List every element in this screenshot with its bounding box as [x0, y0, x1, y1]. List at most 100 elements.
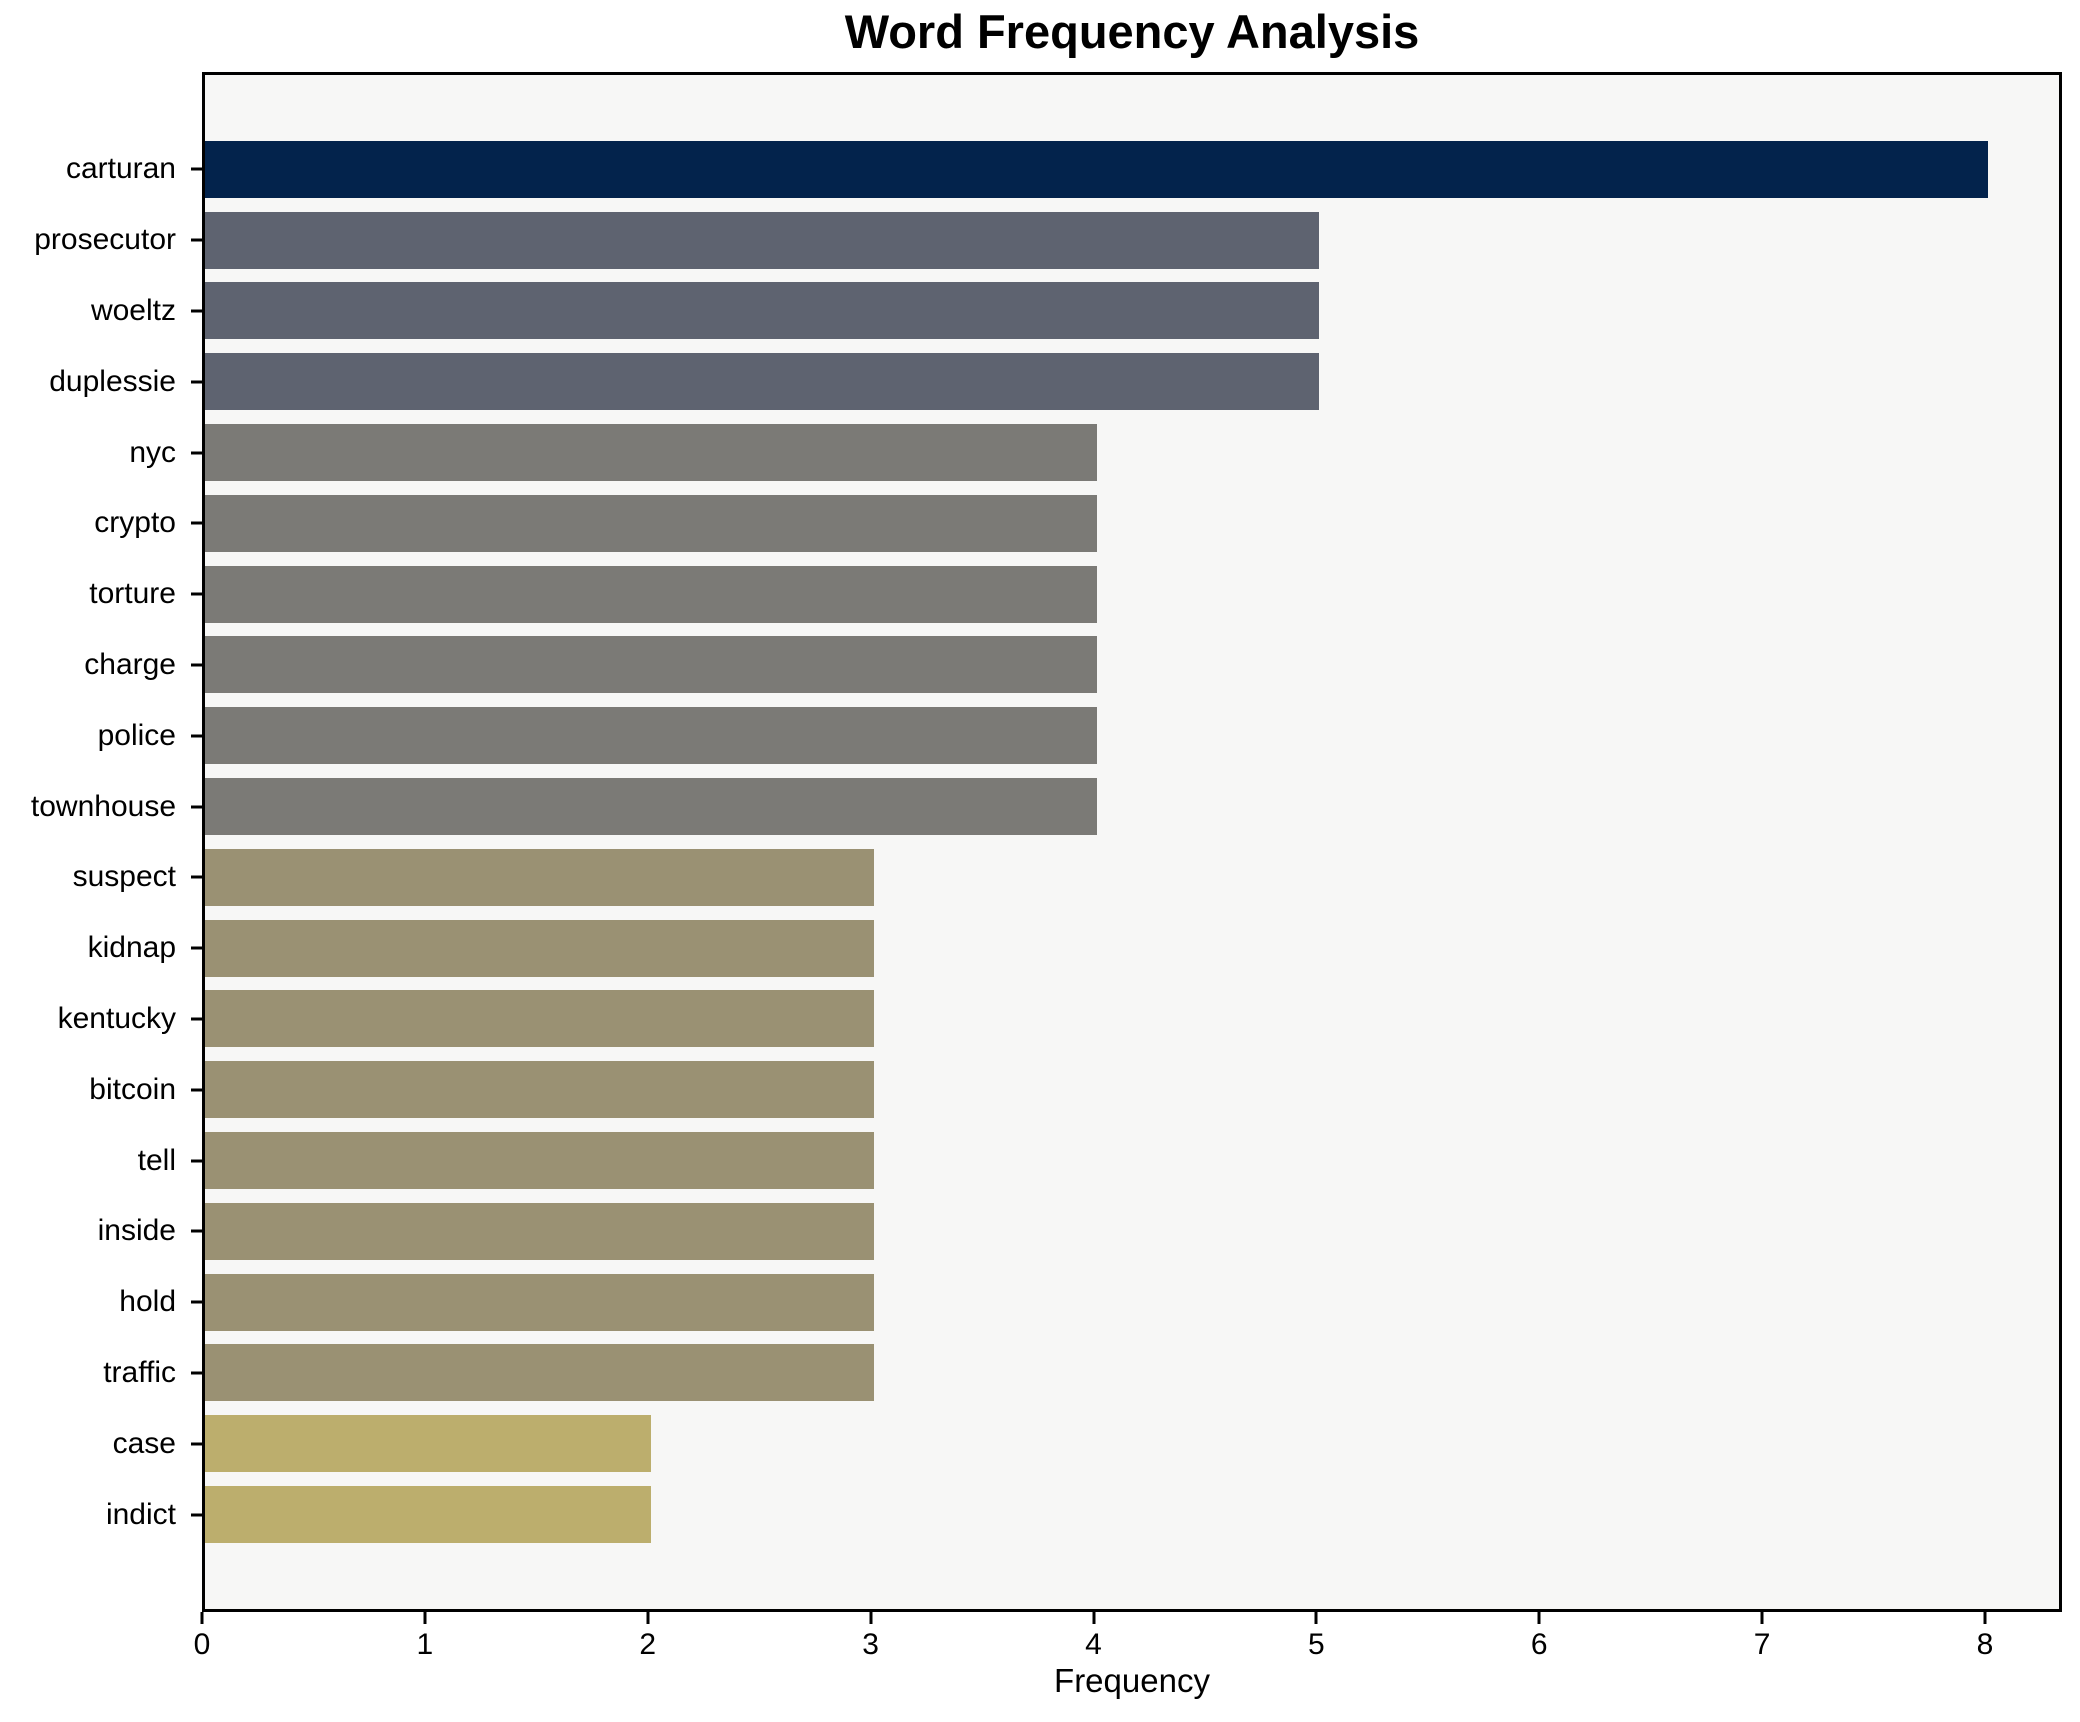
y-tick-label-torture: torture: [89, 577, 176, 611]
x-tick-label-3: 3: [862, 1628, 879, 1661]
bar-row: [205, 1267, 2059, 1338]
y-tick-mark: [191, 238, 202, 242]
y-tick-label-duplessie: duplessie: [49, 364, 176, 398]
bar-kidnap: [205, 919, 874, 977]
y-tick-mark: [191, 1442, 202, 1446]
x-tick-label-6: 6: [1530, 1628, 1548, 1661]
bar-row: [205, 134, 2059, 205]
y-tick-label-case: case: [112, 1426, 176, 1460]
bar-row: [205, 559, 2059, 630]
x-axis: 0 1 2 3 4 5 6 7 8: [0, 1612, 2080, 1702]
x-tick-label-0: 0: [193, 1628, 211, 1661]
x-tick-mark: [869, 1612, 873, 1624]
y-tick-mark: [191, 1017, 202, 1021]
y-tick-mark: [191, 380, 202, 384]
bar-traffic: [205, 1344, 874, 1402]
x-tick-label-4: 4: [1085, 1628, 1102, 1661]
y-tick-mark: [191, 946, 202, 950]
bar-suspect: [205, 848, 874, 906]
y-tick-mark: [191, 521, 202, 525]
y-tick-label-tell: tell: [137, 1143, 176, 1177]
x-tick-label-1: 1: [416, 1628, 434, 1661]
x-tick-mark: [200, 1612, 204, 1624]
x-tick-mark: [646, 1612, 650, 1624]
x-tick-mark: [1092, 1612, 1095, 1624]
y-tick-label-police: police: [97, 718, 176, 752]
bar-nyc: [205, 424, 1097, 482]
y-tick-mark: [191, 309, 202, 313]
bar-indict: [205, 1486, 651, 1544]
y-tick-label-charge: charge: [84, 648, 176, 681]
chart-title: Word Frequency Analysis: [844, 5, 1420, 58]
bar-row: [205, 205, 2059, 276]
x-tick-mark: [1983, 1612, 1987, 1624]
y-tick-mark: [191, 875, 202, 879]
bar-row: [205, 346, 2059, 417]
bar-row: [205, 1408, 2059, 1479]
y-tick-label-prosecutor: prosecutor: [34, 223, 176, 257]
x-tick-label-2: 2: [639, 1628, 657, 1661]
y-tick-mark: [191, 805, 202, 809]
bar-case: [205, 1415, 651, 1473]
y-tick-label-bitcoin: bitcoin: [89, 1072, 176, 1106]
bar-row: [205, 1125, 2059, 1196]
y-tick-mark: [191, 592, 202, 596]
y-axis: carturan prosecutor woeltz duplessie nyc cryp…: [0, 72, 202, 1612]
x-tick-label-7: 7: [1753, 1628, 1771, 1661]
y-tick-mark: [191, 1371, 202, 1375]
bar-row: [205, 276, 2059, 347]
bar-row: [205, 913, 2059, 984]
y-tick-mark: [191, 1513, 202, 1517]
y-tick-label-traffic: traffic: [103, 1356, 176, 1389]
bar-torture: [205, 565, 1097, 623]
bar-duplessie: [205, 353, 1320, 411]
bar-crypto: [205, 494, 1097, 552]
bar-woeltz: [205, 282, 1320, 340]
x-tick-mark: [1314, 1612, 1318, 1624]
y-tick-mark: [191, 1229, 202, 1233]
y-tick-mark: [191, 1088, 202, 1092]
y-tick-label-suspect: suspect: [72, 860, 176, 894]
bars-container: [205, 134, 2059, 1550]
y-tick-label-woeltz: woeltz: [90, 294, 176, 327]
bar-row: [205, 1054, 2059, 1125]
y-tick-label-crypto: crypto: [94, 506, 176, 540]
y-tick-mark: [191, 1159, 202, 1163]
x-tick-mark: [1537, 1612, 1541, 1624]
bar-kentucky: [205, 990, 874, 1048]
x-tick-mark: [1760, 1612, 1764, 1624]
bar-prosecutor: [205, 211, 1320, 269]
bar-carturan: [205, 140, 1988, 198]
y-tick-mark: [191, 451, 202, 455]
bar-row: [205, 842, 2059, 913]
y-tick-mark: [191, 1300, 202, 1304]
bar-row: [205, 771, 2059, 842]
bar-row: [205, 417, 2059, 488]
bar-row: [205, 984, 2059, 1055]
y-tick-label-nyc: nyc: [129, 435, 176, 469]
y-tick-label-carturan: carturan: [65, 152, 176, 186]
bar-inside: [205, 1202, 874, 1260]
y-tick-mark: [191, 734, 202, 738]
x-tick-label-8: 8: [1976, 1628, 1994, 1661]
x-tick-mark: [423, 1612, 427, 1624]
bar-hold: [205, 1273, 874, 1331]
bar-tell: [205, 1132, 874, 1190]
bar-row: [205, 488, 2059, 559]
y-tick-label-townhouse: townhouse: [30, 789, 176, 823]
y-tick-mark: [191, 167, 202, 171]
bar-row: [205, 630, 2059, 701]
bar-townhouse: [205, 778, 1097, 836]
y-tick-label-kidnap: kidnap: [87, 931, 176, 965]
y-tick-mark: [191, 663, 202, 667]
x-tick-label-5: 5: [1308, 1628, 1325, 1661]
plot-area: [202, 72, 2062, 1612]
y-tick-label-indict: indict: [105, 1497, 176, 1531]
bar-bitcoin: [205, 1061, 874, 1119]
x-axis-title: Frequency: [1054, 1662, 1210, 1699]
bar-police: [205, 707, 1097, 765]
y-tick-label-kentucky: kentucky: [57, 1002, 176, 1035]
bar-row: [205, 1479, 2059, 1550]
bar-row: [205, 700, 2059, 771]
